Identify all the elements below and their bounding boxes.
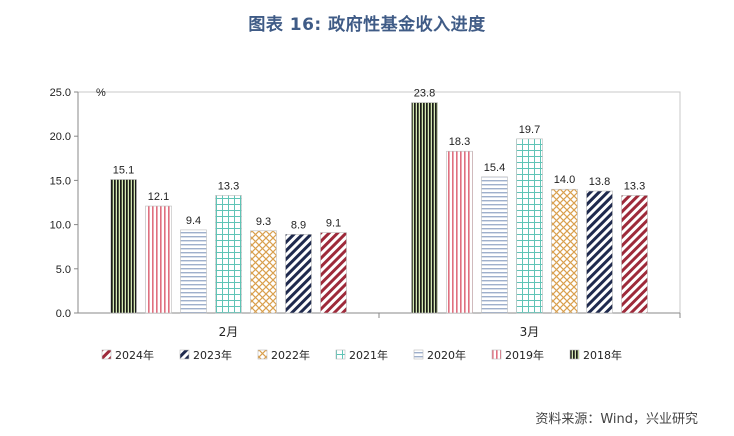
bar-2024年-2月 xyxy=(320,232,347,314)
data-label: 14.0 xyxy=(554,174,575,186)
bar-2020年-3月 xyxy=(481,176,508,314)
legend-label: 2024年 xyxy=(115,348,154,362)
bar-2022年-3月 xyxy=(551,188,578,314)
bar-2021年-3月 xyxy=(516,138,543,314)
bar-2019年-3月 xyxy=(446,150,473,314)
data-label: 18.3 xyxy=(449,136,470,148)
y-tick-label: 0.0 xyxy=(56,308,71,320)
y-tick-label: 5.0 xyxy=(56,264,71,276)
data-label: 9.3 xyxy=(256,216,271,228)
bar-2018年-2月 xyxy=(110,179,137,314)
data-label: 23.8 xyxy=(414,88,435,100)
data-label: 19.7 xyxy=(519,124,540,136)
legend-swatch xyxy=(491,349,502,360)
legend-swatch xyxy=(413,349,424,360)
legend-label: 2021年 xyxy=(349,348,388,362)
legend-label: 2018年 xyxy=(583,348,622,362)
y-tick-label: 20.0 xyxy=(50,131,71,143)
source-note: 资料来源：Wind，兴业研究 xyxy=(535,412,698,427)
legend-label: 2020年 xyxy=(427,348,466,362)
bar-2019年-2月 xyxy=(145,205,172,314)
data-label: 15.4 xyxy=(484,162,505,174)
bar-2022年-2月 xyxy=(250,230,277,314)
data-label: 13.8 xyxy=(589,176,610,188)
data-label: 9.1 xyxy=(326,218,341,230)
data-label: 13.3 xyxy=(218,180,239,192)
bar-2021年-2月 xyxy=(215,195,242,314)
legend-swatch xyxy=(101,349,112,360)
x-category-label: 2月 xyxy=(219,325,239,339)
bar-2023年-3月 xyxy=(586,190,613,314)
legend-swatch xyxy=(179,349,190,360)
bar-2020年-2月 xyxy=(180,229,207,314)
legend-swatch xyxy=(335,349,346,360)
legend-label: 2022年 xyxy=(271,348,310,362)
legend-swatch xyxy=(569,349,580,360)
y-unit-label: % xyxy=(96,87,106,99)
chart-title: 图表 16: 政府性基金收入进度 xyxy=(248,15,486,35)
x-category-label: 3月 xyxy=(520,325,540,339)
y-tick-label: 10.0 xyxy=(50,220,71,232)
y-tick-label: 25.0 xyxy=(50,87,71,99)
data-label: 8.9 xyxy=(291,219,306,231)
data-label: 9.4 xyxy=(186,215,201,227)
y-tick-label: 15.0 xyxy=(50,175,71,187)
bar-2024年-3月 xyxy=(621,195,648,314)
data-label: 15.1 xyxy=(113,165,134,177)
legend-label: 2019年 xyxy=(505,348,544,362)
legend-label: 2023年 xyxy=(193,348,232,362)
legend-swatch xyxy=(257,349,268,360)
data-label: 12.1 xyxy=(148,191,169,203)
bar-2018年-3月 xyxy=(411,102,438,314)
data-label: 13.3 xyxy=(624,180,645,192)
bar-2023年-2月 xyxy=(285,234,312,314)
